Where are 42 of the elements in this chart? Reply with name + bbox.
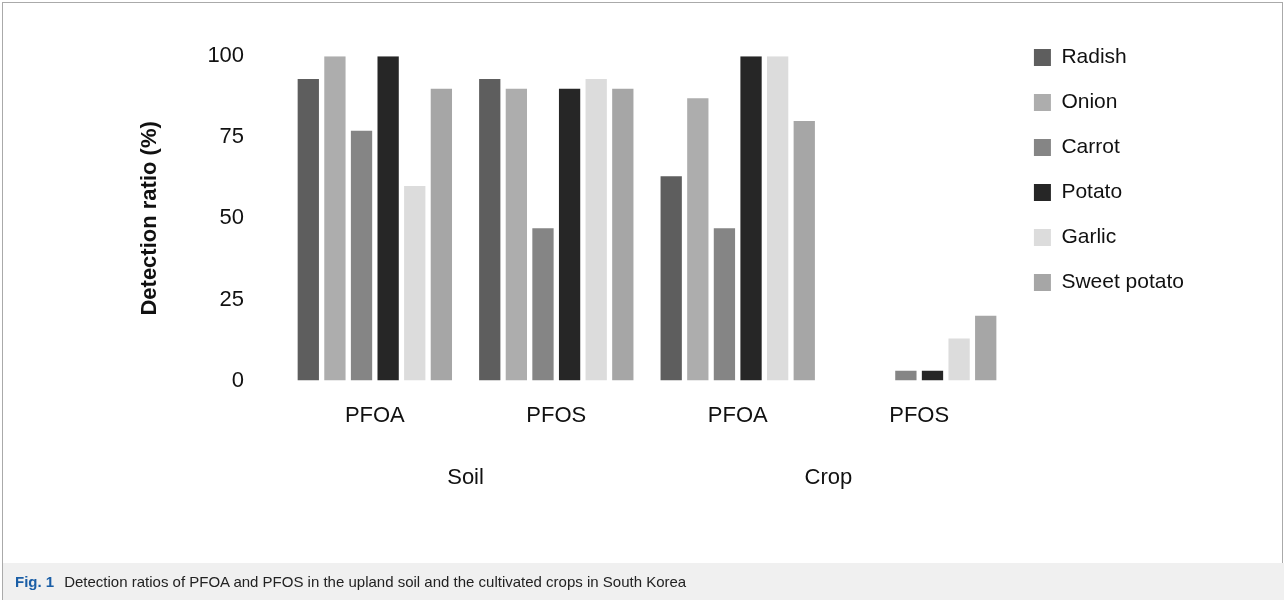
y-tick-label: 50: [219, 204, 245, 230]
y-tick-label: 0: [231, 366, 245, 392]
y-axis-title: Detection ratio (%): [136, 121, 162, 316]
legend-label: Onion: [1061, 89, 1118, 113]
text: Crop: [804, 463, 853, 489]
x-tick-label: PFOA: [344, 401, 406, 427]
bar: [687, 98, 709, 381]
x-tick-label: PFOS: [526, 401, 587, 427]
bar: [505, 88, 528, 381]
bar: [713, 228, 736, 381]
text: Soil: [447, 463, 484, 489]
y-tick-label: 100: [207, 42, 245, 68]
y-tick-label: 25: [219, 285, 245, 311]
x-tick-label: PFOA: [707, 401, 769, 427]
bar: [767, 56, 789, 381]
bar: [297, 78, 319, 381]
bar: [975, 315, 997, 381]
bar: [895, 370, 917, 381]
bar: [558, 88, 581, 381]
legend-label: Garlic: [1061, 224, 1117, 248]
bar: [612, 88, 634, 381]
bar: [740, 56, 762, 381]
bar: [324, 56, 346, 381]
y-tick-label: 75: [219, 123, 245, 149]
x-tick-label: PFOS: [889, 401, 950, 427]
legend-label: Radish: [1061, 44, 1127, 68]
bar: [948, 338, 970, 381]
caption: Fig. 1: [15, 573, 55, 590]
legend-label: Potato: [1061, 179, 1123, 203]
bar: [532, 228, 554, 381]
bar: [377, 56, 399, 381]
bar: [921, 370, 944, 381]
bar: [430, 88, 453, 381]
bar: [404, 185, 426, 381]
bar: [660, 176, 682, 381]
bar: [585, 78, 607, 381]
bar: [793, 121, 815, 381]
text: Detection ratios of PFOA and PFOS in the upland soil and the cultivated crops in South Korea: [64, 573, 687, 590]
bar: [350, 130, 373, 381]
legend-label: Carrot: [1061, 134, 1120, 158]
legend-label: Sweet potato: [1061, 269, 1185, 293]
bar: [479, 78, 501, 381]
